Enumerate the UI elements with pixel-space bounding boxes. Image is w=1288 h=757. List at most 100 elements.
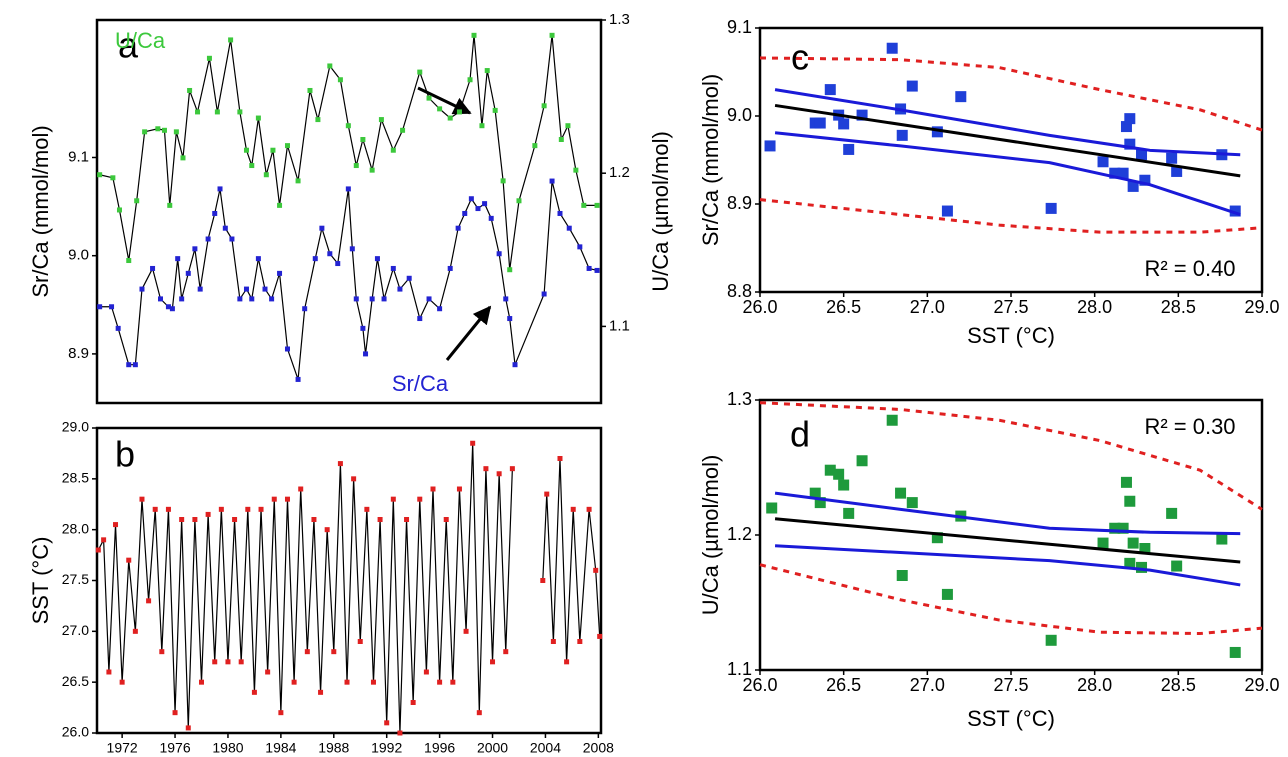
data-point <box>423 669 429 675</box>
data-point <box>331 649 337 655</box>
data-point <box>1171 165 1183 177</box>
data-point <box>456 109 462 115</box>
data-point <box>218 506 224 512</box>
data-point <box>351 476 357 482</box>
data-point <box>809 487 821 499</box>
series-label: Sr/Ca <box>392 371 449 396</box>
data-point <box>295 376 301 382</box>
data-point <box>417 496 423 502</box>
data-point <box>360 325 366 331</box>
data-point <box>941 588 953 600</box>
data-point <box>132 362 138 368</box>
series-line <box>774 517 1241 564</box>
data-point <box>187 87 193 93</box>
x-tick-label: 28.0 <box>1077 297 1112 317</box>
data-point <box>824 84 836 96</box>
data-point <box>258 506 264 512</box>
data-point <box>390 496 396 502</box>
data-point <box>295 178 301 184</box>
x-tick-label: 1976 <box>159 740 190 756</box>
data-point <box>106 669 112 675</box>
data-point <box>838 479 850 491</box>
x-tick-label: 29.0 <box>1244 675 1279 695</box>
x-tick-label: 28.0 <box>1077 675 1112 695</box>
y2-axis-title: U/Ca (µmol/mol) <box>648 131 673 292</box>
data-point <box>1136 561 1148 573</box>
data-point <box>255 256 261 262</box>
data-point <box>503 649 509 655</box>
data-point <box>1136 149 1148 161</box>
data-point <box>302 306 308 312</box>
y-tick-label: 26.0 <box>62 724 89 740</box>
data-point <box>597 633 603 639</box>
data-point <box>369 167 375 173</box>
data-point <box>269 296 275 302</box>
data-point <box>896 129 908 141</box>
data-point <box>97 172 103 178</box>
series-line <box>774 88 1241 157</box>
data-point <box>1045 634 1057 646</box>
data-point <box>212 210 218 216</box>
data-point <box>496 251 502 257</box>
data-point <box>157 296 163 302</box>
data-point <box>337 461 343 467</box>
data-point <box>549 178 555 184</box>
data-point <box>212 659 218 665</box>
data-point <box>955 91 967 103</box>
data-point <box>277 202 283 208</box>
x-tick-label: 2008 <box>583 740 614 756</box>
data-point <box>1117 167 1129 179</box>
x-tick-label: 2004 <box>530 740 561 756</box>
series-line <box>774 131 1241 216</box>
data-point <box>895 487 907 499</box>
data-point <box>886 42 898 54</box>
data-point <box>353 163 359 169</box>
data-point <box>496 471 502 477</box>
data-point <box>1109 167 1121 179</box>
data-point <box>437 306 443 312</box>
x-tick-label: 26.0 <box>742 297 777 317</box>
data-point <box>479 123 485 129</box>
data-point <box>165 506 171 512</box>
data-point <box>564 659 570 665</box>
data-point <box>319 225 325 231</box>
data-point <box>197 286 203 292</box>
x-tick-label: 26.0 <box>742 675 777 695</box>
data-point <box>284 143 290 149</box>
x-tick-label: 1988 <box>318 740 349 756</box>
data-point <box>468 196 474 202</box>
x-tick-label: 27.0 <box>910 675 945 695</box>
annotation: R² = 0.30 <box>1144 414 1235 439</box>
data-point <box>426 95 432 101</box>
data-point <box>540 578 546 583</box>
data-point <box>390 265 396 271</box>
x-tick-label: 1972 <box>107 740 138 756</box>
data-point <box>222 225 228 231</box>
data-point <box>139 496 145 502</box>
data-point <box>404 517 410 522</box>
data-point <box>199 679 205 685</box>
data-point <box>95 547 101 553</box>
data-point <box>165 304 171 310</box>
data-point <box>109 304 115 310</box>
y-tick-label: 27.5 <box>62 571 89 587</box>
data-point <box>277 270 283 276</box>
y-tick-label: 1.2 <box>727 524 752 544</box>
data-point <box>764 140 776 152</box>
data-point <box>344 679 350 685</box>
data-point <box>594 267 600 273</box>
data-point <box>378 117 384 123</box>
x-axis-title: SST (°C) <box>967 706 1055 731</box>
data-point <box>324 527 330 533</box>
data-point <box>1120 476 1132 488</box>
data-point <box>516 198 522 204</box>
data-point <box>1124 138 1136 150</box>
data-point <box>565 123 571 129</box>
data-point <box>327 251 333 257</box>
data-point <box>1117 522 1129 534</box>
data-point <box>483 466 489 472</box>
data-point <box>417 316 423 322</box>
data-point <box>570 506 576 512</box>
data-point <box>97 304 103 310</box>
data-point <box>1045 202 1057 214</box>
